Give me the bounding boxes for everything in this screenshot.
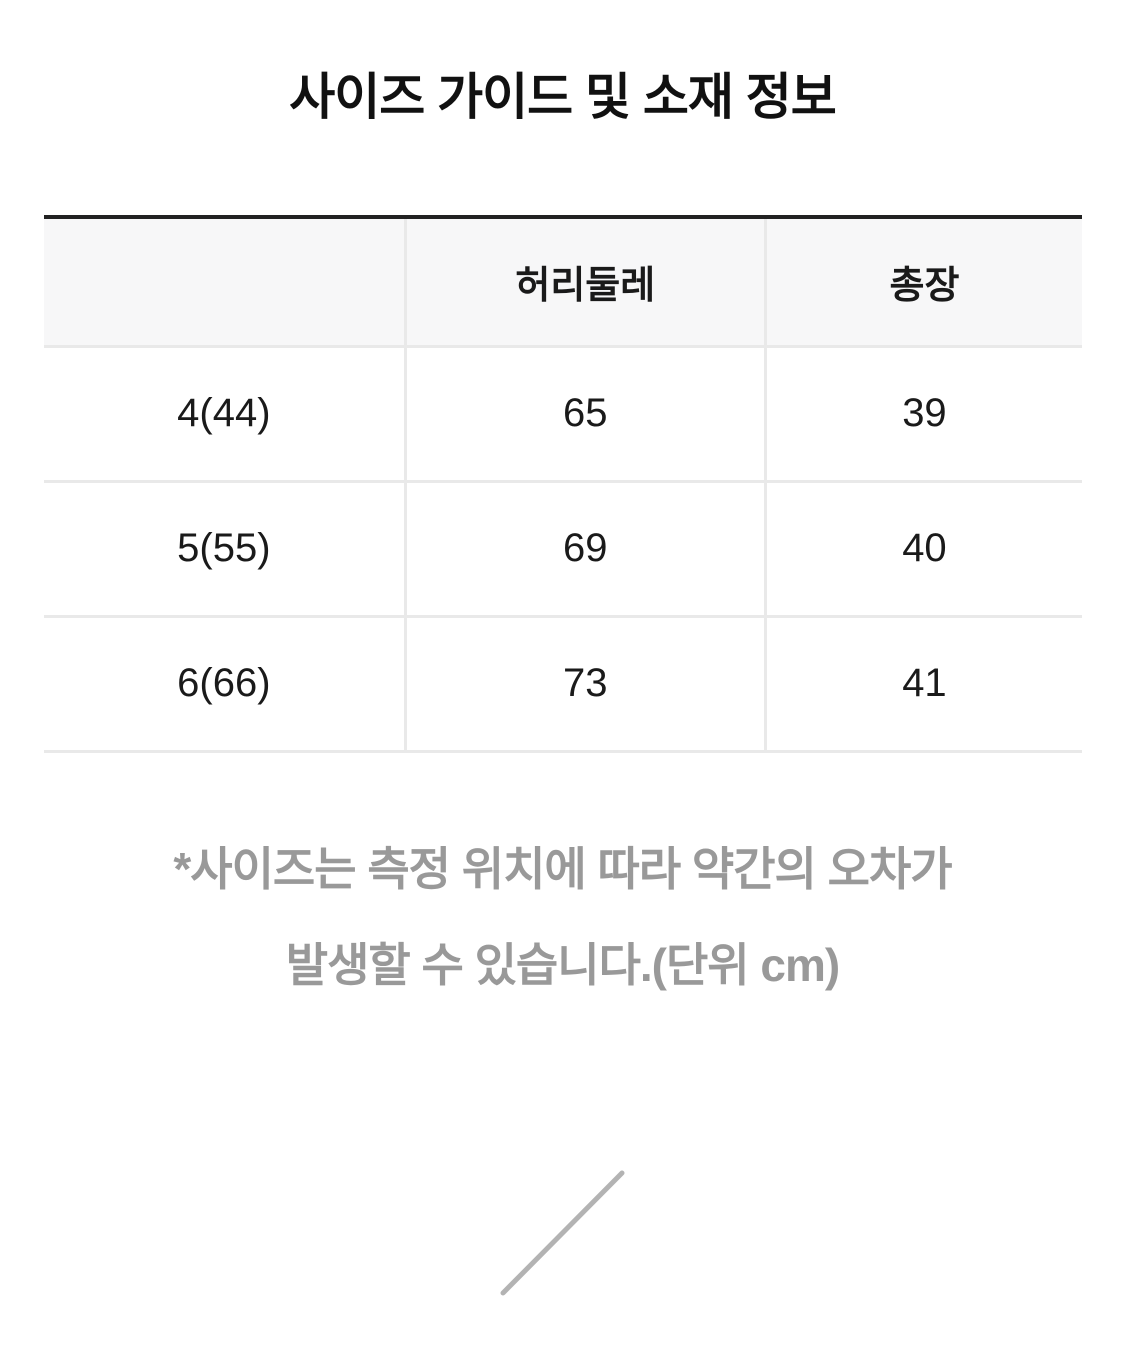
- header-cell-size: [44, 217, 406, 348]
- size-disclaimer-line2: 발생할 수 있습니다.(단위 cm): [285, 938, 840, 991]
- cell-length: 41: [763, 616, 1082, 753]
- cell-waist: 69: [403, 481, 766, 618]
- header-cell-length: 총장: [763, 217, 1082, 348]
- diagonal-line-graphic: [490, 1160, 635, 1305]
- page-title: 사이즈 가이드 및 소재 정보: [289, 69, 837, 125]
- table-row: 5(55) 69 40: [44, 481, 1082, 618]
- cell-size: 5(55): [44, 481, 406, 618]
- header-cell-waist: 허리둘레: [403, 217, 766, 348]
- diagonal-line-icon: [500, 1170, 625, 1296]
- size-disclaimer-note: *사이즈는 측정 위치에 따라 약간의 오차가 발생할 수 있습니다.(단위 c…: [0, 821, 1125, 1013]
- cell-waist: 65: [403, 346, 766, 483]
- cell-size: 4(44): [44, 346, 406, 483]
- cell-length: 39: [763, 346, 1082, 483]
- cell-waist: 73: [403, 616, 766, 753]
- size-guide-page: { "title": "사이즈 가이드 및 소재 정보", "table": {…: [0, 60, 1125, 1346]
- table-row: 4(44) 65 39: [44, 346, 1082, 483]
- size-disclaimer-line1: *사이즈는 측정 위치에 따라 약간의 오차가: [173, 842, 952, 895]
- size-guide-table: 허리둘레 총장 4(44) 65 39 5(55) 69 40 6(66) 73…: [44, 215, 1082, 753]
- table-header-row: 허리둘레 총장: [44, 217, 1082, 348]
- cell-size: 6(66): [44, 616, 406, 753]
- table-row: 6(66) 73 41: [44, 616, 1082, 753]
- cell-length: 40: [763, 481, 1082, 618]
